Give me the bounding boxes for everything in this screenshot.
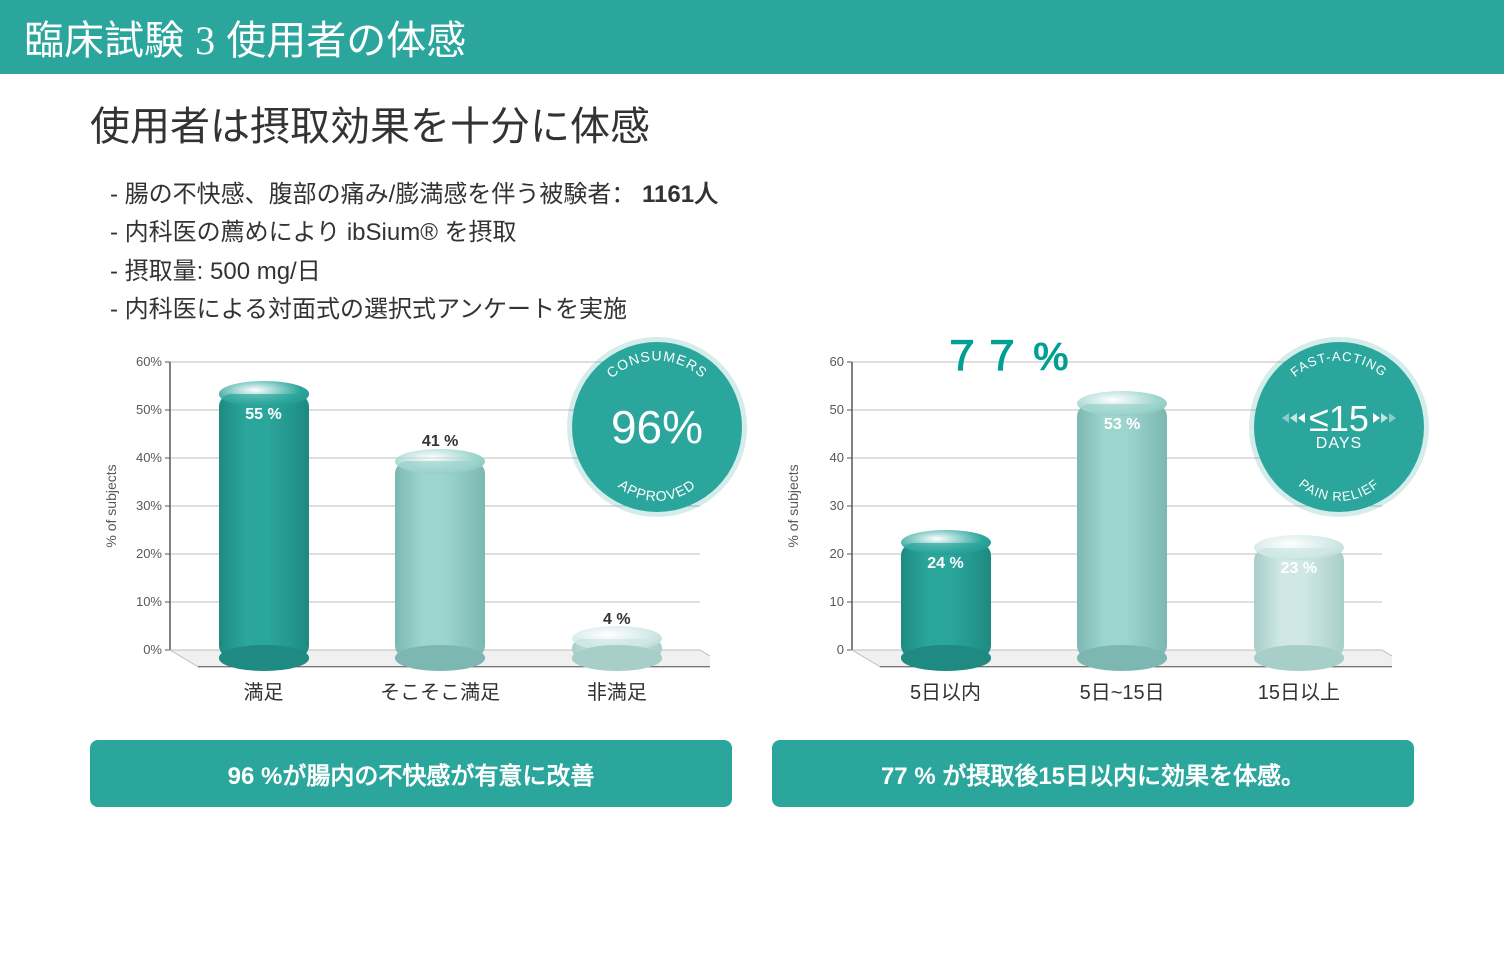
bar-cylinder: [219, 394, 309, 658]
bar-value-label: 24 %: [927, 555, 963, 573]
highlight-percent: ７７ %: [942, 324, 1069, 382]
svg-text:40%: 40%: [136, 450, 162, 465]
bar-cylinder: [395, 461, 485, 658]
bar-cylinder: [1077, 404, 1167, 658]
svg-text:10: 10: [830, 594, 844, 609]
category-label: 5日~15日: [1080, 676, 1165, 705]
svg-text:60: 60: [830, 354, 844, 369]
bar-value-label: 4 %: [603, 611, 631, 629]
bar-value-label: 53 %: [1104, 416, 1140, 434]
svg-text:0: 0: [837, 642, 844, 657]
svg-text:30: 30: [830, 498, 844, 513]
svg-text:10%: 10%: [136, 594, 162, 609]
category-label: そこそこ満足: [380, 676, 500, 705]
badge-fast-acting: FAST-ACTINGPAIN RELIEF ≤15 DAYS: [1254, 342, 1424, 512]
header-bar: 臨床試験 3 使用者の体感: [0, 0, 1504, 74]
svg-text:% of subjects: % of subjects: [785, 464, 801, 547]
bullet-item: - 内科医の薦めにより ibSium® を摂取: [110, 214, 1414, 252]
svg-text:50: 50: [830, 402, 844, 417]
svg-text:APPROVED: APPROVED: [616, 476, 699, 504]
bar-value-label: 41 %: [422, 433, 458, 451]
svg-text:20: 20: [830, 546, 844, 561]
bar-value-label: 55 %: [245, 406, 281, 424]
chart-panel-left: CONSUMERSAPPROVED96% 0%10%20%30%40%50%60…: [90, 332, 732, 807]
bullet-item: - 腸の不快感、腹部の痛み/膨満感を伴う被験者： 1161人: [110, 176, 1414, 214]
badge-consumers-approved: CONSUMERSAPPROVED96%: [572, 342, 742, 512]
chart-left-wrap: CONSUMERSAPPROVED96% 0%10%20%30%40%50%60…: [90, 332, 732, 732]
bar-cylinder: [572, 639, 662, 658]
svg-text:PAIN RELIEF: PAIN RELIEF: [1296, 475, 1382, 503]
callout-left: 96 %が腸内の不快感が有意に改善: [90, 740, 732, 807]
chart-right-wrap: ７７ % FAST-ACTINGPAIN RELIEF ≤15 DAYS 010…: [772, 332, 1414, 732]
svg-text:0%: 0%: [143, 642, 162, 657]
svg-text:20%: 20%: [136, 546, 162, 561]
content: 使用者は摂取効果を十分に体感 - 腸の不快感、腹部の痛み/膨満感を伴う被験者： …: [0, 74, 1504, 807]
callout-right: 77 % が摂取後15日以内に効果を体感。: [772, 740, 1414, 807]
bullet-list: - 腸の不快感、腹部の痛み/膨満感を伴う被験者： 1161人- 内科医の薦めによ…: [110, 176, 1414, 330]
subtitle: 使用者は摂取効果を十分に体感: [90, 94, 1414, 152]
bullet-item: - 内科医による対面式の選択式アンケートを実施: [110, 291, 1414, 329]
svg-text:50%: 50%: [136, 402, 162, 417]
svg-text:30%: 30%: [136, 498, 162, 513]
svg-text:CONSUMERS: CONSUMERS: [603, 347, 710, 380]
category-label: 非満足: [587, 676, 647, 705]
header-title: 臨床試験 3 使用者の体感: [24, 19, 466, 63]
category-label: 15日以上: [1258, 676, 1340, 705]
svg-text:FAST-ACTING: FAST-ACTING: [1287, 348, 1390, 379]
chart-panel-right: ７７ % FAST-ACTINGPAIN RELIEF ≤15 DAYS 010…: [772, 332, 1414, 807]
bullet-item: - 摂取量: 500 mg/日: [110, 253, 1414, 291]
svg-text:60%: 60%: [136, 354, 162, 369]
category-label: 満足: [244, 676, 284, 705]
svg-text:40: 40: [830, 450, 844, 465]
category-label: 5日以内: [910, 676, 981, 705]
bar-value-label: 23 %: [1281, 560, 1317, 578]
svg-text:% of subjects: % of subjects: [103, 464, 119, 547]
charts-row: CONSUMERSAPPROVED96% 0%10%20%30%40%50%60…: [90, 332, 1414, 807]
